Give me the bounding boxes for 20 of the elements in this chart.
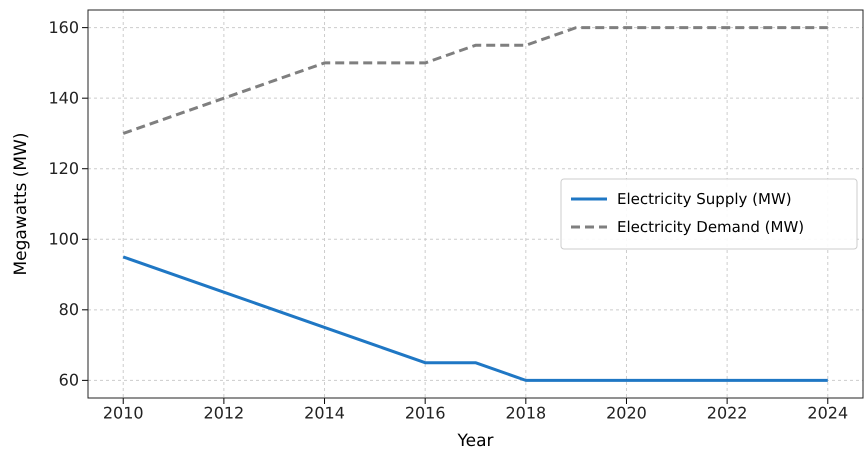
- x-tick-label: 2018: [505, 403, 546, 422]
- y-tick-label: 120: [48, 158, 79, 178]
- line-series: [122, 26, 830, 135]
- line-series: [122, 255, 830, 382]
- x-axis-title: Year: [456, 431, 494, 451]
- x-tick-label: 2016: [404, 403, 446, 422]
- y-tick-label: 60: [58, 370, 79, 390]
- x-tick-label: 2010: [102, 403, 144, 422]
- x-tick-label: 2014: [304, 403, 345, 422]
- y-tick-label: 80: [58, 300, 79, 319]
- x-tick-label: 2022: [706, 403, 748, 422]
- legend-label: Electricity Demand (MW): [617, 218, 804, 236]
- x-tick-label: 2024: [807, 403, 848, 422]
- x-tick-label: 2012: [204, 403, 244, 422]
- x-tick-label: 2020: [606, 403, 647, 422]
- y-tick-label: 100: [48, 229, 79, 248]
- legend-label: Electricity Supply (MW): [617, 190, 792, 208]
- y-tick-label: 140: [48, 88, 79, 108]
- y-tick-label: 160: [48, 18, 79, 37]
- y-axis-title: Megawatts (MW): [11, 132, 31, 276]
